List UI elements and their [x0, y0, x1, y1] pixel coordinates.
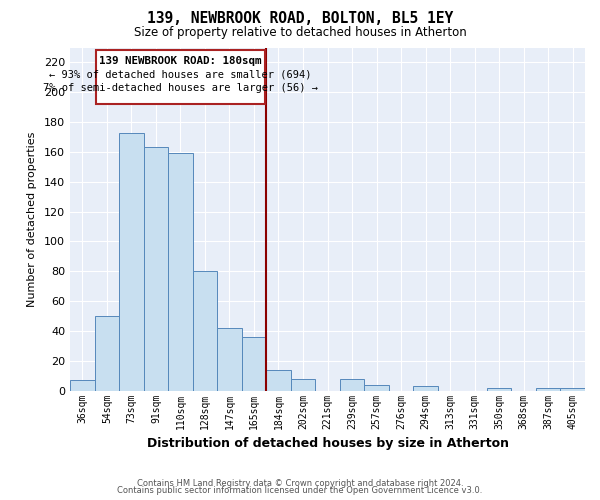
Bar: [119, 132, 143, 390]
Bar: [242, 337, 266, 390]
Bar: [168, 154, 193, 390]
Y-axis label: Number of detached properties: Number of detached properties: [27, 132, 37, 307]
Bar: [560, 388, 585, 390]
Text: 139, NEWBROOK ROAD, BOLTON, BL5 1EY: 139, NEWBROOK ROAD, BOLTON, BL5 1EY: [147, 11, 453, 26]
Bar: [340, 378, 364, 390]
Text: 139 NEWBROOK ROAD: 180sqm: 139 NEWBROOK ROAD: 180sqm: [99, 56, 262, 66]
FancyBboxPatch shape: [96, 50, 265, 104]
Bar: [143, 148, 168, 390]
Bar: [364, 384, 389, 390]
X-axis label: Distribution of detached houses by size in Atherton: Distribution of detached houses by size …: [146, 437, 509, 450]
Bar: [95, 316, 119, 390]
Text: 7% of semi-detached houses are larger (56) →: 7% of semi-detached houses are larger (5…: [43, 84, 318, 94]
Bar: [70, 380, 95, 390]
Bar: [413, 386, 438, 390]
Bar: [487, 388, 511, 390]
Bar: [291, 378, 315, 390]
Bar: [193, 272, 217, 390]
Bar: [536, 388, 560, 390]
Bar: [266, 370, 291, 390]
Bar: [217, 328, 242, 390]
Text: Contains public sector information licensed under the Open Government Licence v3: Contains public sector information licen…: [118, 486, 482, 495]
Text: Contains HM Land Registry data © Crown copyright and database right 2024.: Contains HM Land Registry data © Crown c…: [137, 478, 463, 488]
Text: Size of property relative to detached houses in Atherton: Size of property relative to detached ho…: [134, 26, 466, 39]
Text: ← 93% of detached houses are smaller (694): ← 93% of detached houses are smaller (69…: [49, 70, 311, 80]
